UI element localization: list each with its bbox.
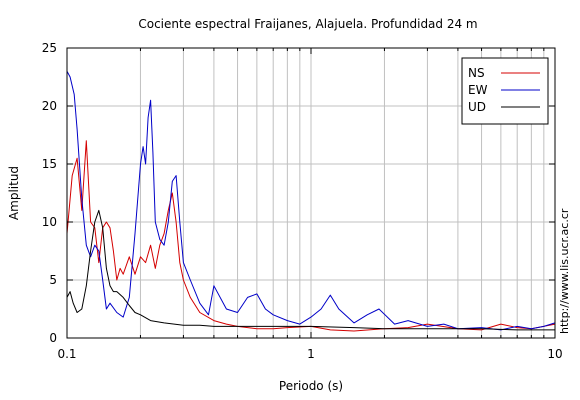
y-tick-label: 0	[49, 331, 57, 345]
y-tick-label: 25	[42, 41, 57, 55]
chart-title: Cociente espectral Fraijanes, Alajuela. …	[138, 17, 477, 31]
y-tick-label: 20	[42, 99, 57, 113]
y-axis-label: Amplitud	[7, 166, 21, 220]
legend-label-ew: EW	[468, 83, 488, 97]
y-tick-label: 15	[42, 157, 57, 171]
x-axis-label: Periodo (s)	[279, 379, 343, 393]
y-tick-label: 5	[49, 273, 57, 287]
website-url: http://www.lis.ucr.ac.cr	[558, 208, 571, 334]
series-line-ew	[66, 70, 556, 331]
legend-label-ud: UD	[468, 100, 486, 114]
x-tick-label: 1	[307, 347, 315, 361]
legend-label-ns: NS	[468, 66, 485, 80]
legend-box	[461, 57, 549, 125]
axis-ticks: 0 5 10 15 20 25 0.1 1 10	[42, 41, 563, 361]
x-tick-label: 10	[547, 347, 562, 361]
y-tick-label: 10	[42, 215, 57, 229]
series-layer	[66, 70, 556, 332]
series-line-ud	[66, 209, 555, 331]
legend: NS EW UD	[461, 57, 549, 125]
x-tick-label: 0.1	[57, 347, 76, 361]
grid-lines	[67, 48, 555, 338]
